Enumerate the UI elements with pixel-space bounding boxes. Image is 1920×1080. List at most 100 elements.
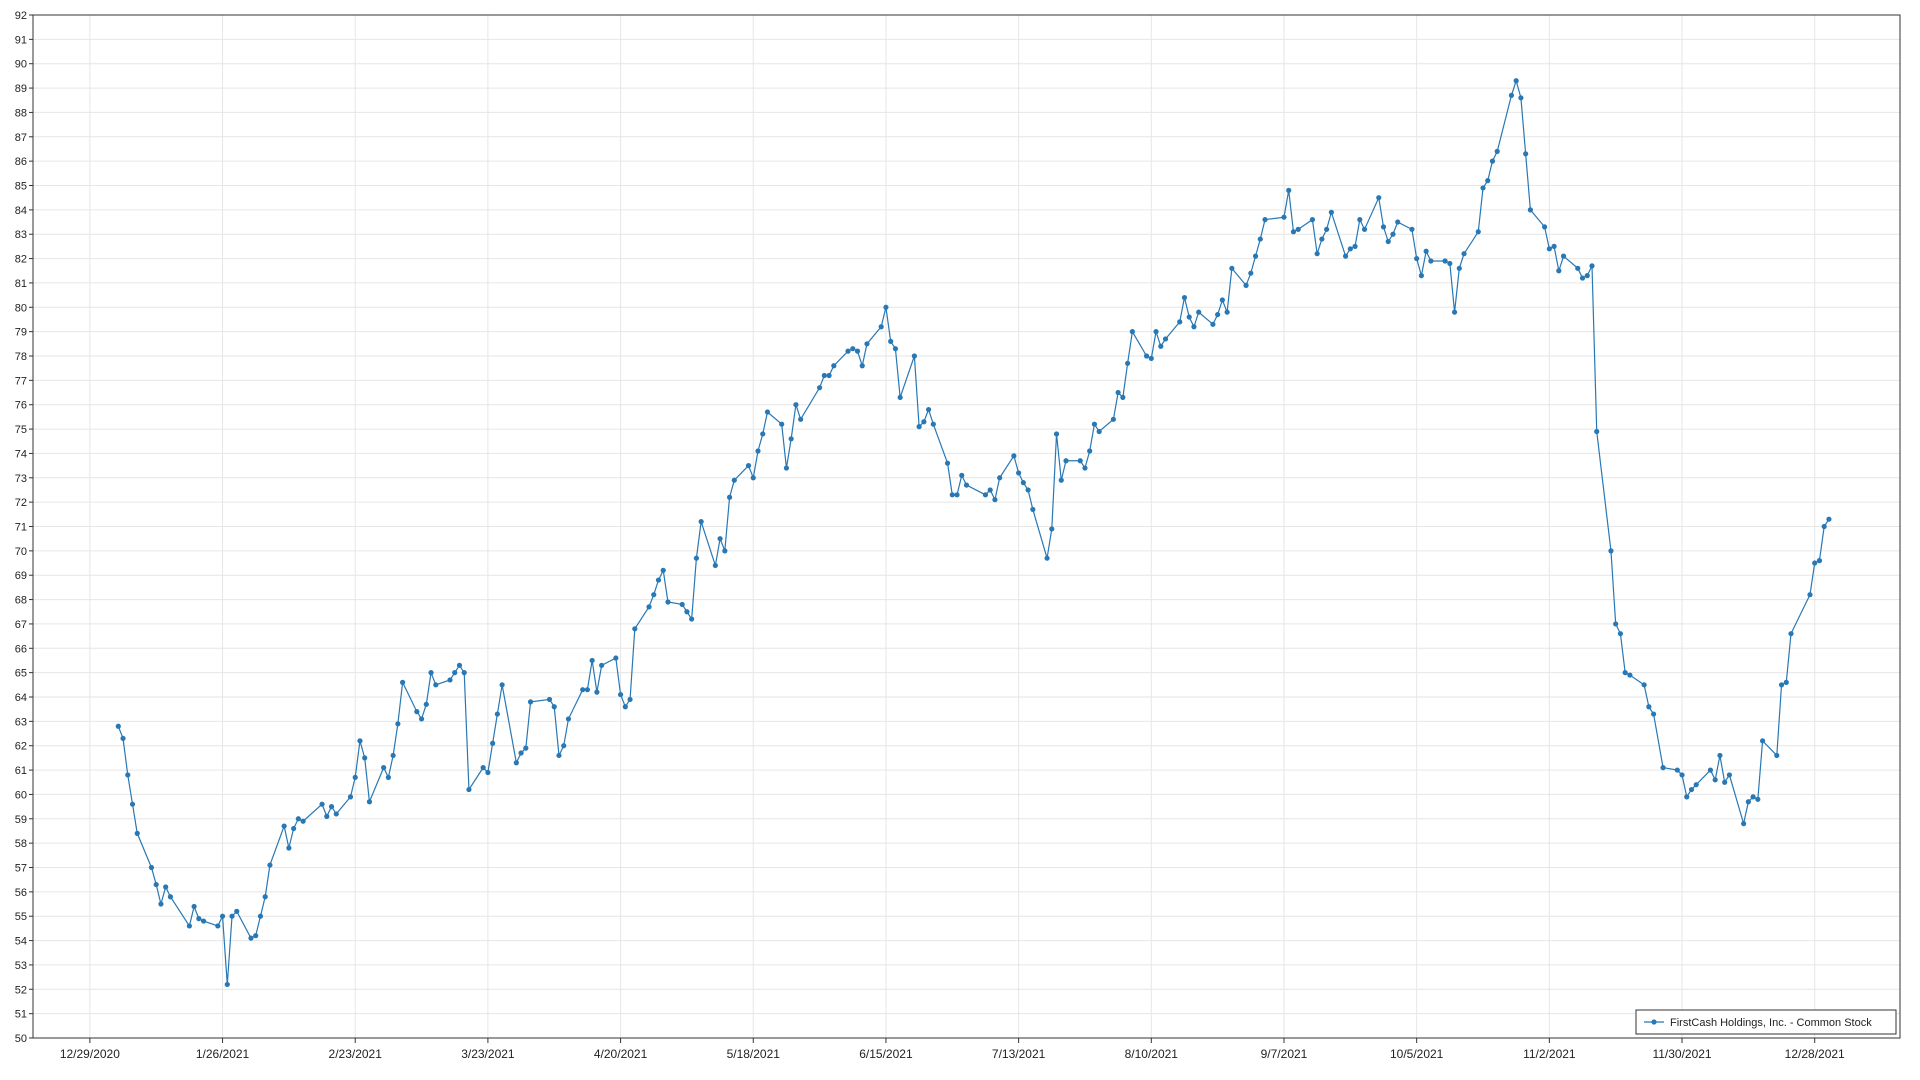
x-tick-label: 12/28/2021 xyxy=(1785,1047,1845,1061)
data-point xyxy=(1693,782,1699,788)
data-point xyxy=(888,338,894,344)
data-point xyxy=(281,823,287,829)
data-point xyxy=(262,894,268,900)
data-point xyxy=(845,348,851,354)
data-point xyxy=(916,424,922,430)
data-point xyxy=(295,816,301,822)
y-tick-label: 59 xyxy=(15,814,27,826)
y-tick-label: 77 xyxy=(15,375,27,387)
data-point xyxy=(1551,243,1557,249)
data-point xyxy=(1778,682,1785,688)
data-point xyxy=(660,567,666,573)
data-point xyxy=(418,716,425,722)
data-point xyxy=(1579,275,1586,281)
data-point xyxy=(1589,263,1595,269)
x-tick-label: 10/5/2021 xyxy=(1390,1047,1444,1061)
y-tick-label: 78 xyxy=(15,351,27,363)
x-tick-label: 8/10/2021 xyxy=(1125,1047,1179,1061)
data-point xyxy=(651,592,657,598)
data-point xyxy=(518,750,524,756)
data-point xyxy=(556,752,562,759)
data-point xyxy=(1759,738,1766,744)
data-point xyxy=(1053,431,1060,437)
data-point xyxy=(992,497,998,503)
y-tick-label: 68 xyxy=(15,595,27,607)
data-point xyxy=(594,689,600,695)
data-point xyxy=(1745,799,1751,805)
y-tick-label: 67 xyxy=(15,619,27,631)
data-point xyxy=(1741,821,1747,827)
y-tick-label: 71 xyxy=(15,522,27,534)
data-point xyxy=(1518,95,1524,101)
data-point xyxy=(646,604,652,610)
y-tick-label: 82 xyxy=(15,254,27,266)
data-point xyxy=(1826,516,1832,522)
data-point xyxy=(731,477,737,483)
data-point xyxy=(665,599,671,605)
data-point xyxy=(1262,217,1268,223)
data-point xyxy=(698,519,704,525)
legend-label: FirstCash Holdings, Inc. - Common Stock xyxy=(1670,1017,1872,1029)
data-point xyxy=(1812,560,1818,566)
data-point xyxy=(433,682,439,688)
data-point xyxy=(679,601,685,608)
data-point xyxy=(513,760,519,766)
data-point xyxy=(627,696,633,703)
data-point xyxy=(1608,548,1614,554)
data-point xyxy=(466,786,472,793)
data-point xyxy=(523,745,529,751)
data-point xyxy=(390,752,396,759)
data-point xyxy=(1082,465,1088,471)
data-point xyxy=(1058,477,1064,483)
data-point xyxy=(1788,631,1794,637)
y-tick-label: 64 xyxy=(15,692,27,704)
data-point xyxy=(925,406,932,413)
y-tick-label: 58 xyxy=(15,838,27,850)
data-point xyxy=(850,346,856,352)
data-point xyxy=(1622,670,1628,676)
data-point xyxy=(224,981,230,988)
data-point xyxy=(1196,309,1202,315)
data-point xyxy=(617,691,624,698)
data-point xyxy=(1418,273,1425,279)
data-point xyxy=(527,699,534,705)
y-tick-label: 62 xyxy=(15,741,27,753)
data-point xyxy=(580,687,586,693)
data-point xyxy=(1120,394,1126,401)
data-point xyxy=(1243,282,1249,288)
legend: FirstCash Holdings, Inc. - Common Stock xyxy=(1635,1009,1897,1035)
data-point xyxy=(1807,592,1813,598)
plot-frame xyxy=(32,14,1901,1039)
data-point xyxy=(1556,268,1562,274)
y-tick-label: 73 xyxy=(15,473,27,485)
data-point xyxy=(1485,178,1491,184)
data-point xyxy=(452,670,458,676)
data-point xyxy=(381,765,387,771)
data-point xyxy=(954,492,960,498)
data-point xyxy=(1319,236,1325,242)
data-point xyxy=(1286,187,1292,193)
y-tick-label: 81 xyxy=(15,278,27,290)
data-point xyxy=(826,372,832,379)
y-tick-label: 87 xyxy=(15,132,27,144)
data-point xyxy=(944,460,951,466)
data-point xyxy=(1091,421,1098,427)
data-point xyxy=(1049,526,1055,532)
data-point xyxy=(1115,389,1121,396)
data-point xyxy=(1674,767,1680,773)
data-point xyxy=(1489,158,1496,164)
data-point xyxy=(1783,679,1789,685)
data-point xyxy=(234,908,240,914)
data-point xyxy=(1726,772,1733,778)
data-point xyxy=(267,862,273,868)
data-point xyxy=(352,774,358,780)
data-point xyxy=(1688,786,1695,793)
data-point xyxy=(551,704,557,710)
data-point xyxy=(1229,265,1235,271)
data-point xyxy=(1177,319,1183,325)
data-point xyxy=(1480,185,1486,191)
x-tick-label: 11/30/2021 xyxy=(1652,1047,1711,1061)
data-point xyxy=(584,687,591,693)
data-point xyxy=(1385,238,1391,245)
